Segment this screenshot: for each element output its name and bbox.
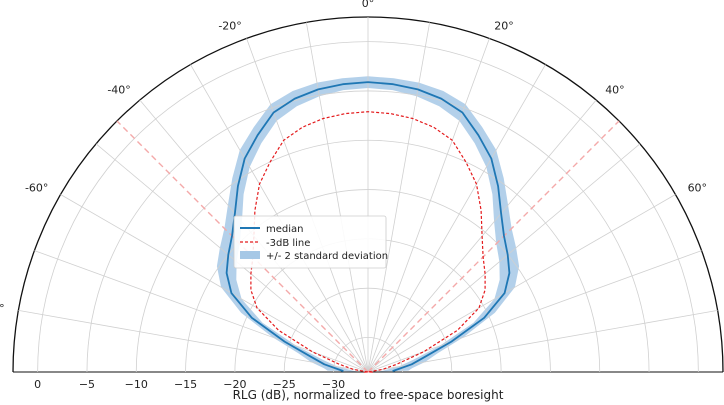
grid-spoke [246,38,369,373]
legend-3db-label: -3dB line [266,238,310,249]
grid-spoke [367,22,431,373]
grid-spoke [18,309,369,373]
theta-tick-label: -60° [25,182,48,195]
polar-grid [12,16,724,373]
legend-band-swatch [240,251,260,259]
theta-tick-label: -40° [107,83,130,96]
grid-spoke [60,194,369,373]
tick-labels: 0 −5 −10 −15 −20 −25 −30 -80° -60° -40° -20° 0° 20° 4… [0,0,708,391]
legend: median -3dB line +/- 2 standard deviatio… [233,215,388,269]
theta-tick-label: 20° [494,19,514,32]
r-tick-label: −20 [223,378,246,391]
grid-spoke [367,38,490,373]
r-tick-label: −25 [273,378,296,391]
r-tick-label: 0 [34,378,41,391]
theta-tick-label: -20° [218,19,241,32]
r-tick-label: −30 [322,378,345,391]
r-tick-label: −15 [174,378,197,391]
grid-spoke [367,64,546,373]
median-line [225,81,511,372]
theta-tick-label: 60° [688,182,708,195]
legend-box [233,215,387,269]
grid-spoke [367,309,718,373]
grid-spoke [305,22,369,373]
reference-radial-line [116,120,369,373]
r-tick-label: −10 [125,378,148,391]
legend-band-label: +/- 2 standard deviation [266,251,388,262]
reference-radial-line [367,120,620,373]
theta-tick-label: -80° [0,302,5,315]
series-layer [225,81,511,373]
x-axis-label: RLG (dB), normalized to free-space bores… [233,388,504,402]
grid-spoke [367,143,641,373]
theta-tick-label: 0° [362,0,375,10]
minus-3db-line [250,111,486,373]
r-tick-label: −5 [79,378,95,391]
reference-lines [116,120,620,373]
theta-tick-label: 40° [605,83,625,96]
legend-median-label: median [266,224,304,235]
grid-spoke [367,194,676,373]
grid-spoke [95,143,369,373]
grid-spoke [367,250,702,373]
grid-spoke [34,250,369,373]
